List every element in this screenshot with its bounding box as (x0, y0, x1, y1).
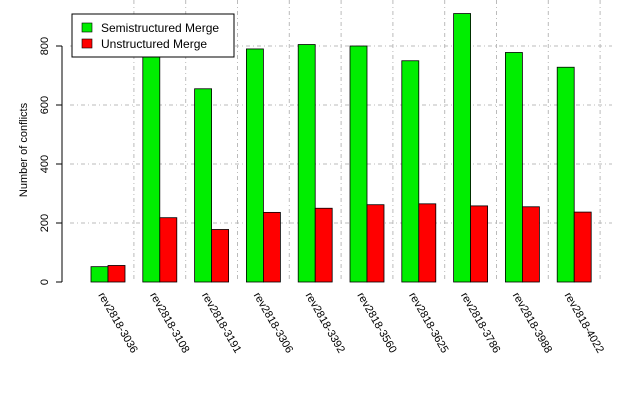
bar-semistructured-rev2818-3988 (504, 52, 523, 283)
bar-unstructured-rev2818-3392 (314, 207, 333, 283)
x-tick-label: rev2818-3108 (147, 291, 191, 356)
bar-semistructured-rev2818-4022 (556, 66, 575, 283)
bar-semistructured-rev2818-3191 (194, 88, 213, 283)
bar-unstructured-rev2818-3625 (418, 203, 437, 283)
legend-box (71, 13, 235, 58)
legend: Semistructured Merge Unstructured Merge (71, 13, 235, 58)
bar-unstructured-rev2818-3191 (211, 229, 230, 283)
bar-unstructured-rev2818-4022 (573, 211, 592, 283)
x-tick-label: rev2818-3625 (406, 291, 450, 356)
x-tick-label: rev2818-3988 (510, 291, 554, 356)
bars (90, 13, 592, 283)
x-tick-label: rev2818-3786 (458, 291, 502, 356)
x-tick-label: rev2818-4022 (562, 291, 606, 356)
x-tick-label: rev2818-3392 (303, 291, 347, 356)
y-tick-label: 200 (39, 214, 51, 232)
bar-unstructured-rev2818-3560 (366, 204, 385, 283)
y-tick-label: 600 (39, 96, 51, 114)
x-tick-label: rev2818-3306 (251, 291, 295, 356)
bar-unstructured-rev2818-3988 (522, 206, 540, 283)
legend-label-semistructured: Semistructured Merge (101, 21, 219, 35)
bar-semistructured-rev2818-3392 (297, 44, 316, 283)
y-tick-label: 400 (39, 155, 51, 173)
bar-semistructured-rev2818-3108 (142, 54, 161, 283)
y-tick-label: 0 (39, 279, 51, 285)
legend-swatch-unstructured (81, 38, 93, 49)
x-tick-label: rev2818-3036 (95, 291, 139, 356)
bar-semistructured-rev2818-3786 (453, 13, 472, 283)
x-axis: rev2818-3036 rev2818-3108 rev2818-3191 rev2… (95, 291, 606, 356)
bar-semistructured-rev2818-3306 (245, 48, 264, 283)
x-tick-label: rev2818-3191 (199, 291, 243, 356)
bar-semistructured-rev2818-3036 (90, 266, 109, 283)
legend-swatch-semistructured (81, 22, 93, 33)
y-tick-label: 800 (39, 37, 51, 55)
y-axis-label: Number of conflicts (18, 102, 30, 197)
bar-unstructured-rev2818-3786 (470, 205, 489, 283)
bar-unstructured-rev2818-3306 (262, 211, 281, 283)
x-tick-label: rev2818-3560 (354, 291, 398, 356)
bar-unstructured-rev2818-3036 (107, 265, 126, 283)
bar-semistructured-rev2818-3625 (401, 60, 420, 283)
legend-label-unstructured: Unstructured Merge (101, 37, 207, 51)
bar-semistructured-rev2818-3560 (349, 45, 368, 283)
y-axis: 0 200 400 600 800 (39, 37, 63, 285)
bar-unstructured-rev2818-3108 (159, 217, 178, 283)
